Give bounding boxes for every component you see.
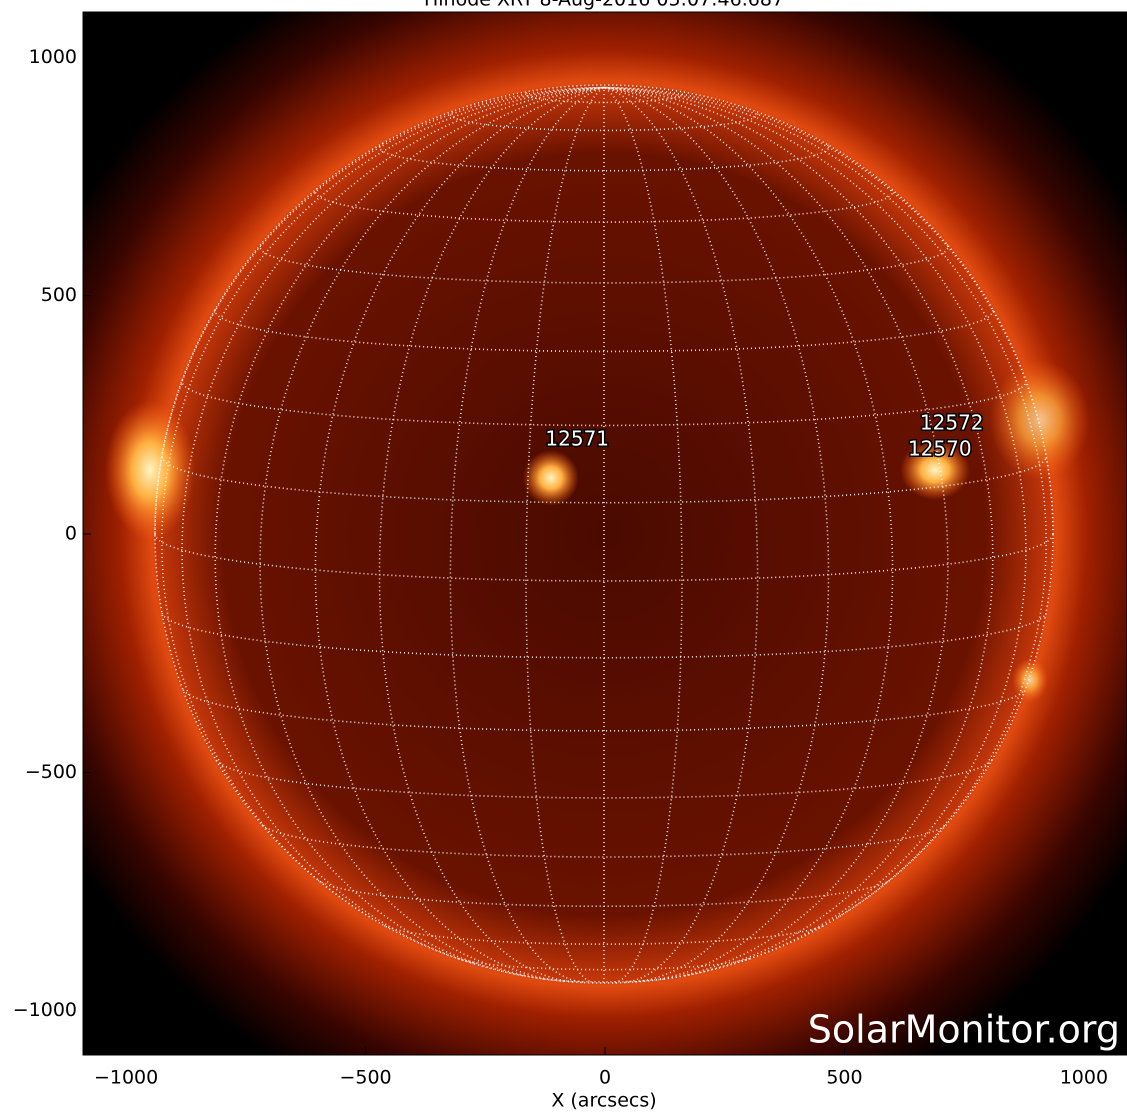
chart: Hinode XRT 8-Aug-2016 05:07:46.687 Solar… — [0, 0, 1127, 1112]
watermark: SolarMonitor.org — [808, 1008, 1120, 1052]
x-axis-label: X (arcsecs) — [551, 1090, 656, 1112]
limb-brightening — [990, 360, 1090, 480]
x-tick-label: −1000 — [94, 1067, 158, 1089]
y-tick-label: −1000 — [13, 999, 77, 1021]
chart-title: Hinode XRT 8-Aug-2016 05:07:46.687 — [424, 0, 784, 11]
x-tick-label: 1000 — [1060, 1067, 1108, 1089]
active-region — [1012, 658, 1048, 702]
x-tick-label: 500 — [826, 1067, 862, 1089]
solar-image: SolarMonitor.org — [83, 12, 1127, 1055]
y-tick-label: 500 — [41, 284, 77, 306]
y-tick-label: −500 — [25, 761, 77, 783]
region-label: 12572 — [920, 410, 984, 434]
region-label: 12571 — [545, 427, 609, 451]
region-label: 12570 — [908, 437, 972, 461]
y-tick-label: 1000 — [29, 46, 77, 68]
x-tick-label: 0 — [599, 1067, 611, 1089]
y-tick-label: 0 — [65, 522, 77, 544]
active-region — [523, 450, 579, 506]
x-tick-label: −500 — [339, 1067, 391, 1089]
